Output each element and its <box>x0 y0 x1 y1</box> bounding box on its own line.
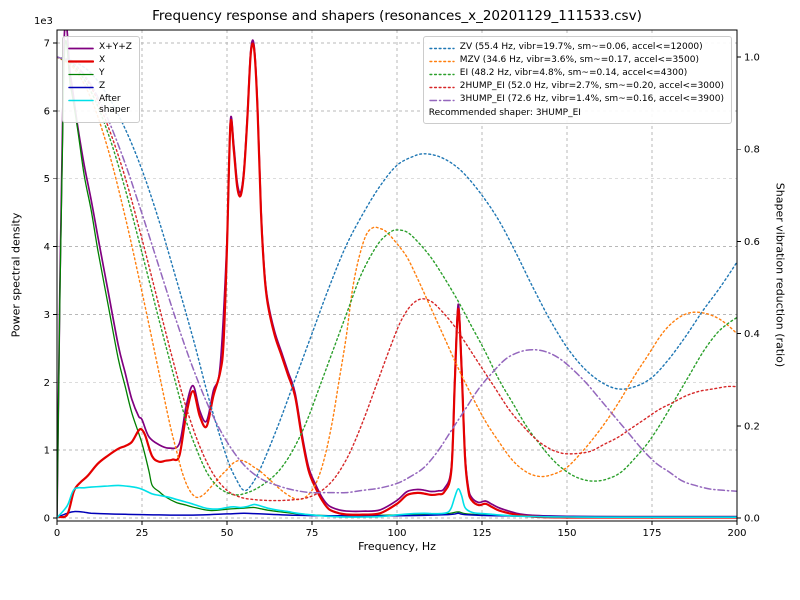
y-left-tick-label: 3 <box>44 310 50 321</box>
legend-line-sample <box>68 47 94 50</box>
x-tick-label: 75 <box>306 528 319 539</box>
series-line-y <box>57 39 737 518</box>
series-line-z <box>57 510 737 519</box>
y-right-tick-label: 0.8 <box>744 145 760 156</box>
legend-item-label: After shaper <box>99 94 130 116</box>
y-right-tick-label: 1.0 <box>744 53 760 64</box>
series-line-zv <box>57 56 737 492</box>
y-left-tick-label: 0 <box>44 514 50 525</box>
recommended-shaper-note: Recommended shaper: 3HUMP_EI <box>428 108 581 118</box>
legend-line-sample <box>68 73 94 76</box>
legend-item-label: EI (48.2 Hz, vibr=4.8%, sm~=0.14, accel<… <box>459 68 688 78</box>
y-right-tick-label: 0.2 <box>744 421 760 432</box>
legend-item-label: Z <box>99 81 106 91</box>
legend-item: Z <box>68 81 132 93</box>
legend-item: MZV (34.6 Hz, vibr=3.6%, sm~=0.17, accel… <box>429 55 724 67</box>
series-line-x <box>57 42 737 519</box>
y-axis-label-right: Shaper vibration reduction (ratio) <box>773 182 787 368</box>
legend-item: After shaper <box>68 94 132 117</box>
x-tick-label: 25 <box>136 528 149 539</box>
legend-line-sample <box>68 60 94 63</box>
y-right-tick-label: 0.4 <box>744 329 760 340</box>
x-tick-label: 0 <box>54 528 60 539</box>
legend-line-sample <box>429 73 455 76</box>
legend-item-label: Y <box>99 68 105 78</box>
tick-labels: 0 25 50 75 100 125 150 175 200 0 1 2 3 4 5 6 7 0.0 0.2 0.4 0… <box>44 39 760 540</box>
legend-psd: X+Y+Z X Y Z After shaper <box>62 36 140 123</box>
legend-line-sample <box>429 60 455 63</box>
series-line-after-shaper <box>57 484 737 519</box>
legend-line-sample <box>68 86 94 89</box>
y-left-tick-label: 4 <box>44 242 50 253</box>
legend-line-sample <box>429 86 455 89</box>
legend-item: ZV (55.4 Hz, vibr=19.7%, sm~=0.06, accel… <box>429 42 724 54</box>
series-line-3hump-ei <box>57 56 737 494</box>
legend-line-sample <box>68 99 94 102</box>
ticks <box>53 42 741 525</box>
axis-offset-text: 1e3 <box>34 16 53 27</box>
y-left-tick-label: 1 <box>44 446 50 457</box>
legend-item: Y <box>68 68 132 80</box>
x-tick-label: 175 <box>642 528 661 539</box>
legend-item: 3HUMP_EI (72.6 Hz, vibr=1.4%, sm~=0.16, … <box>429 94 724 106</box>
x-tick-label: 100 <box>387 528 406 539</box>
legend-item: EI (48.2 Hz, vibr=4.8%, sm~=0.14, accel<… <box>429 68 724 80</box>
legend-item-label: ZV (55.4 Hz, vibr=19.7%, sm~=0.06, accel… <box>459 42 703 52</box>
series-line-mzv <box>57 56 737 501</box>
legend-item-label: 2HUMP_EI (52.0 Hz, vibr=2.7%, sm~=0.20, … <box>459 81 724 91</box>
series-line-ei <box>57 56 737 496</box>
y-left-tick-label: 5 <box>44 174 50 185</box>
chart-title: Frequency response and shapers (resonanc… <box>152 8 642 24</box>
legend-line-sample <box>429 47 455 50</box>
legend-item-label: X <box>99 55 106 65</box>
series-group <box>57 30 737 519</box>
legend-shapers: ZV (55.4 Hz, vibr=19.7%, sm~=0.06, accel… <box>422 36 732 125</box>
y-right-tick-label: 0.0 <box>744 514 760 525</box>
y-left-tick-label: 6 <box>44 106 50 117</box>
legend-item: X <box>68 55 132 67</box>
legend-line-sample <box>429 99 455 102</box>
legend-item-label: MZV (34.6 Hz, vibr=3.6%, sm~=0.17, accel… <box>459 55 699 65</box>
y-left-tick-label: 7 <box>44 39 50 50</box>
legend-item: 2HUMP_EI (52.0 Hz, vibr=2.7%, sm~=0.20, … <box>429 81 724 93</box>
x-tick-label: 125 <box>472 528 491 539</box>
legend-item: X+Y+Z <box>68 42 132 54</box>
x-tick-label: 200 <box>727 528 746 539</box>
legend-item-label: X+Y+Z <box>99 42 132 52</box>
y-left-tick-label: 2 <box>44 378 50 389</box>
y-axis-label-left: Power spectral density <box>9 212 23 338</box>
legend-item-label: 3HUMP_EI (72.6 Hz, vibr=1.4%, sm~=0.16, … <box>459 94 724 104</box>
x-tick-label: 150 <box>557 528 576 539</box>
x-tick-label: 50 <box>221 528 234 539</box>
x-axis-label: Frequency, Hz <box>358 540 436 553</box>
y-right-tick-label: 0.6 <box>744 237 760 248</box>
